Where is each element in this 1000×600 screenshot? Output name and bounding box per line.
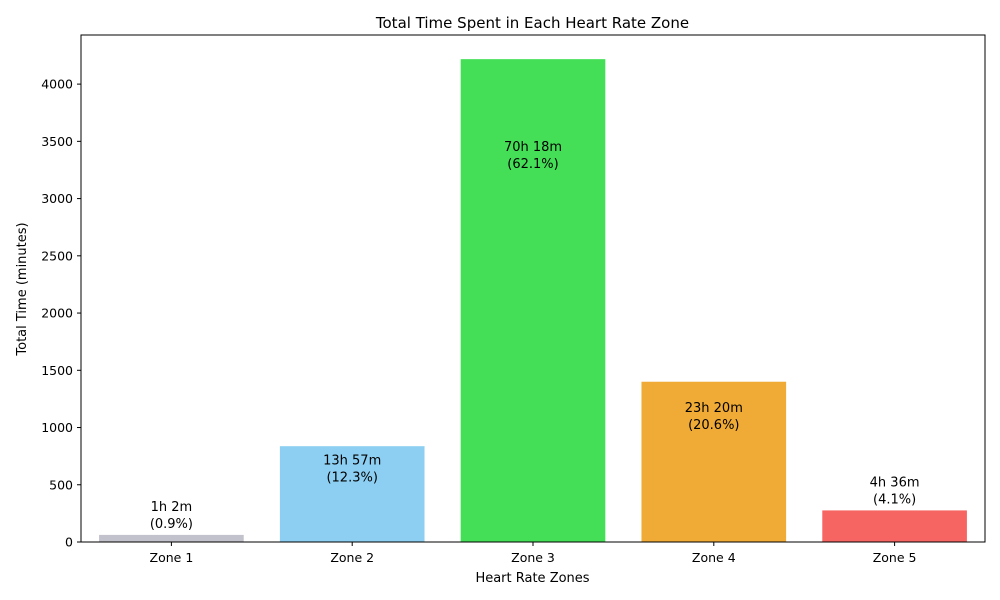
plot-frame xyxy=(80,34,986,543)
bar-zone-2 xyxy=(279,446,425,542)
y-axis-label: Total Time (minutes) xyxy=(15,222,30,356)
y-tick-label: 1500 xyxy=(41,363,73,378)
x-tick-label: Zone 1 xyxy=(150,550,194,565)
bar-label-zone-3-percent: (62.1%) xyxy=(507,157,558,172)
bar-label-zone-2-time: 13h 57m xyxy=(323,453,381,468)
bar-label-zone-2-percent: (12.3%) xyxy=(326,470,377,485)
bar-zone-5 xyxy=(822,510,967,542)
y-tick-label: 3000 xyxy=(41,191,73,206)
x-tick-label: Zone 5 xyxy=(873,550,917,565)
chart-title: Total Time Spent in Each Heart Rate Zone xyxy=(375,14,689,32)
y-tick-label: 2500 xyxy=(41,248,73,263)
y-tick-label: 0 xyxy=(65,535,73,550)
bar-zone-1 xyxy=(99,534,244,542)
bar-label-zone-3-time: 70h 18m xyxy=(504,140,562,155)
x-tick-label: Zone 4 xyxy=(692,550,736,565)
y-tick-label: 3500 xyxy=(41,134,73,149)
bar-label-zone-5-time: 4h 36m xyxy=(870,475,920,490)
x-tick-label: Zone 2 xyxy=(330,550,374,565)
y-tick-label: 500 xyxy=(49,477,73,492)
bar-label-zone-1-time: 1h 2m xyxy=(151,500,193,515)
x-tick-label: Zone 3 xyxy=(511,550,555,565)
y-tick-label: 4000 xyxy=(41,77,73,92)
bar-label-zone-4-time: 23h 20m xyxy=(685,401,743,416)
y-tick-label: 1000 xyxy=(41,420,73,435)
bar-zone-4 xyxy=(641,381,787,542)
bar-label-zone-4-percent: (20.6%) xyxy=(688,418,739,433)
y-tick-label: 2000 xyxy=(41,306,73,321)
x-axis-label: Heart Rate Zones xyxy=(475,571,589,586)
bar-label-zone-5-percent: (4.1%) xyxy=(873,492,916,507)
bar-label-zone-1-percent: (0.9%) xyxy=(150,517,193,532)
bar-zone-3 xyxy=(460,59,606,543)
plot-area: 1h 2m (0.9%) Zone 1 13h 57m (12.3%) Zone 2 70h… xyxy=(41,34,986,565)
